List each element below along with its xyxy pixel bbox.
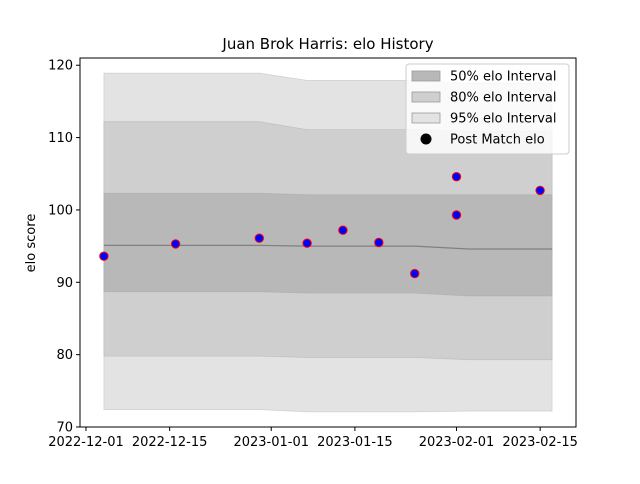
legend: 50% elo Interval 80% elo Interval 95% elo …	[405, 63, 570, 155]
legend-marker-post-match	[420, 133, 432, 145]
legend-swatch-1	[411, 91, 441, 103]
data-point-6	[410, 268, 420, 279]
x-tick-label: 2023-02-01	[419, 435, 495, 450]
x-tick-label: 2023-02-15	[502, 435, 578, 450]
y-tick-label: 70	[56, 421, 73, 436]
data-point-9	[535, 185, 545, 196]
y-tick-label: 120	[48, 59, 73, 74]
data-point-1	[170, 239, 181, 249]
y-tick-label: 80	[56, 348, 73, 363]
data-point-3	[302, 238, 312, 248]
x-tick-label: 2023-01-15	[317, 435, 393, 450]
legend-box	[405, 63, 570, 155]
y-tick-label: 90	[56, 276, 73, 291]
y-tick-label: 100	[48, 203, 73, 218]
x-tick-label: 2022-12-01	[48, 435, 124, 450]
y-axis-label: elo score	[24, 214, 39, 273]
data-point-2	[254, 233, 264, 243]
legend-label: 80% elo Interval	[450, 91, 557, 106]
data-point-8	[451, 210, 462, 220]
data-point-5	[374, 237, 384, 248]
plot-area: 70 80 90 100 110 120 2022-12-01 2022-12-15 2023-…	[48, 57, 578, 450]
data-point-7	[451, 172, 462, 182]
interval-band-2	[103, 192, 553, 297]
mean-line	[103, 244, 553, 250]
legend-label: Post Match elo	[450, 133, 545, 148]
legend-swatch-0	[411, 70, 441, 82]
x-tick-label: 2023-01-01	[233, 435, 309, 450]
y-tick-label: 110	[48, 131, 73, 146]
legend-label: 95% elo Interval	[450, 112, 557, 127]
chart-title: Juan Brok Harris: elo History	[221, 35, 433, 53]
axes-frame	[79, 57, 577, 428]
data-point-0	[99, 251, 109, 261]
legend-label: 50% elo Interval	[450, 70, 557, 85]
x-tick-label: 2022-12-15	[132, 435, 208, 450]
data-point-4	[338, 225, 348, 235]
legend-swatch-2	[411, 112, 441, 124]
